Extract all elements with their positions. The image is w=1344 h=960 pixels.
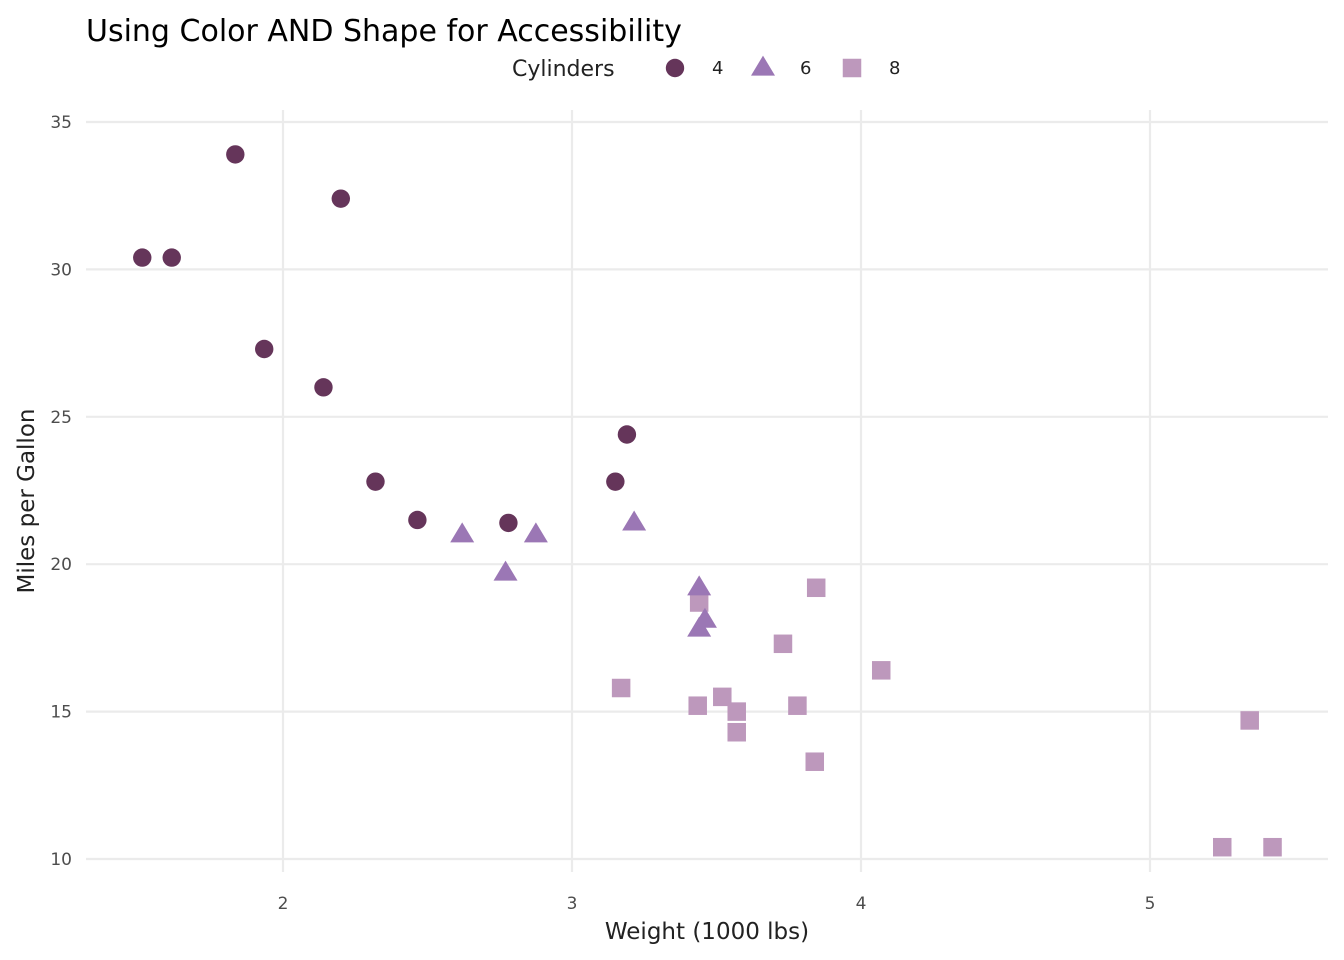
legend-entry-4: 4 [665, 58, 723, 79]
data-point-square [1240, 711, 1259, 730]
data-point-circle [331, 189, 350, 208]
data-point-circle [408, 510, 427, 530]
data-point-square [611, 678, 631, 698]
data-point-circle [162, 248, 181, 267]
data-point-circle [226, 145, 245, 164]
series-cyl-8 [611, 578, 1282, 857]
y-tick-label: 35 [50, 113, 72, 133]
data-point-square [1263, 837, 1282, 857]
legend: Cylinders 4 6 8 [512, 55, 900, 82]
data-points [133, 145, 1282, 857]
data-point-triangle [622, 510, 647, 531]
data-point-circle [133, 248, 152, 267]
data-point-circle [606, 472, 625, 491]
data-point-square [805, 752, 825, 771]
data-point-square [689, 593, 709, 612]
data-point-circle [617, 425, 637, 444]
data-point-triangle [687, 575, 712, 596]
x-axis-title: Weight (1000 lbs) [605, 919, 809, 945]
data-point-square [1213, 837, 1232, 857]
data-point-square [773, 634, 793, 654]
data-point-triangle [493, 560, 518, 581]
data-point-circle [314, 378, 333, 397]
data-point-triangle [687, 616, 712, 637]
y-tick-label: 10 [50, 850, 72, 870]
x-tick-label: 2 [278, 894, 289, 914]
data-point-square [871, 661, 891, 680]
data-point-square [713, 687, 732, 707]
legend-title: Cylinders [512, 57, 615, 82]
y-axis-ticks: 10 15 20 25 30 35 [50, 113, 72, 870]
y-tick-label: 20 [50, 555, 72, 575]
data-point-circle [366, 472, 385, 491]
data-point-square [727, 722, 746, 742]
legend-entry-6: 6 [751, 55, 811, 79]
y-axis-title: Miles per Gallon [14, 409, 40, 594]
series-cyl-6 [450, 510, 717, 637]
x-tick-label: 3 [567, 894, 578, 914]
legend-square-icon [842, 58, 862, 78]
legend-triangle-icon [751, 55, 775, 76]
legend-entry-8: 8 [842, 58, 900, 79]
x-axis-ticks: 2 3 4 5 [278, 894, 1156, 914]
y-tick-label: 15 [50, 703, 72, 723]
data-point-circle [499, 513, 518, 533]
y-tick-label: 30 [50, 260, 72, 280]
legend-label: 8 [889, 58, 900, 79]
series-cyl-4 [133, 145, 637, 533]
data-point-square [727, 702, 746, 721]
data-point-square [806, 578, 826, 598]
x-tick-label: 4 [856, 894, 867, 914]
legend-circle-icon [665, 58, 685, 78]
legend-label: 4 [712, 58, 723, 79]
data-point-square [688, 696, 707, 715]
x-tick-label: 5 [1145, 894, 1156, 914]
chart-title: Using Color AND Shape for Accessibility [86, 14, 682, 49]
data-point-square [788, 696, 807, 715]
y-tick-label: 25 [50, 408, 72, 428]
data-point-circle [255, 339, 274, 359]
legend-label: 6 [800, 58, 811, 79]
grid [86, 110, 1328, 872]
data-point-triangle [450, 522, 475, 543]
data-point-triangle [523, 522, 548, 543]
